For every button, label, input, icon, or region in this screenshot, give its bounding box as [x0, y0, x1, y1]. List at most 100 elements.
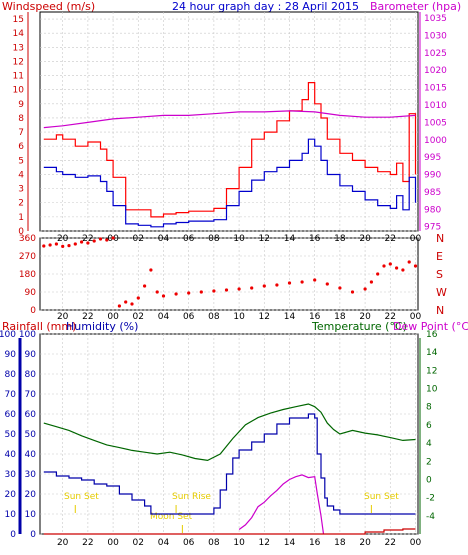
direction-tick-label: 270	[19, 252, 36, 262]
sunset-label-1: Sun Set	[64, 492, 99, 502]
humidity-tick-label: 30	[25, 470, 37, 480]
x-tick-label: 04	[158, 538, 170, 548]
wind-panel-frame	[39, 11, 419, 232]
moonset-label: Moon Set	[150, 512, 193, 522]
wind-direction-point	[161, 294, 166, 298]
x-tick-label: 04	[158, 234, 170, 244]
x-tick-label: 06	[183, 312, 195, 322]
humidity-label: Humidity (%)	[66, 320, 138, 333]
rain-tick-label: 80	[5, 370, 17, 380]
humidity-tick-label: 100	[19, 330, 36, 340]
wind-direction-point	[224, 288, 229, 292]
x-tick-label: 08	[208, 312, 220, 322]
rain-tick-label: 100	[0, 330, 16, 340]
wind-direction-point	[48, 243, 52, 247]
temperature-tick-label: 2	[426, 457, 432, 467]
x-tick-label: 02	[133, 312, 144, 322]
wind-direction-point	[105, 238, 109, 242]
x-tick-label: 04	[158, 312, 170, 322]
wind-direction-point	[363, 287, 367, 291]
wind-direction-point	[401, 268, 405, 272]
rain-tick-label: 40	[5, 450, 17, 460]
wind-direction-point	[149, 268, 153, 272]
direction-tick-label: 360	[19, 234, 36, 244]
windspeed-tick-label: 7	[18, 128, 24, 138]
x-tick-label: 06	[183, 538, 195, 548]
humidity-line	[43, 413, 416, 515]
wind-gust-line	[43, 81, 417, 218]
wind-direction-point	[369, 280, 373, 284]
humidity-tick-label: 50	[25, 430, 37, 440]
wind-direction-point	[130, 302, 134, 306]
wind-direction-point	[199, 290, 203, 294]
x-tick-label: 10	[233, 538, 245, 548]
humidity-tick-label: 80	[25, 370, 37, 380]
wind-direction-point	[287, 281, 292, 285]
x-tick-label: 00	[107, 312, 119, 322]
rain-tick-label: 50	[5, 430, 17, 440]
wind-direction-point	[250, 286, 254, 290]
wind-direction-point	[61, 244, 65, 248]
compass-label: W	[436, 286, 447, 299]
x-tick-label: 12	[259, 312, 270, 322]
wind-direction-point	[212, 289, 216, 293]
compass-label: E	[436, 250, 443, 263]
x-tick-label: 20	[359, 312, 371, 322]
rain-tick-label: 60	[5, 410, 17, 420]
windspeed-tick-label: 6	[18, 142, 24, 152]
windspeed-tick-label: 5	[18, 156, 24, 166]
wind-direction-point	[124, 300, 128, 304]
wind-direction-point	[155, 290, 159, 294]
x-tick-label: 14	[284, 538, 296, 548]
axis-labels: 2020202222220000000202020404040606060808…	[0, 14, 447, 548]
rain-tick-label: 90	[5, 350, 17, 360]
windspeed-tick-label: 8	[18, 114, 24, 124]
barometer-tick-label: 1025	[424, 49, 447, 59]
windspeed-tick-label: 13	[13, 43, 24, 53]
x-tick-label: 10	[233, 312, 245, 322]
x-tick-label: 22	[385, 234, 396, 244]
x-tick-label: 16	[309, 234, 321, 244]
windspeed-tick-label: 4	[18, 170, 24, 180]
humidity-tick-label: 70	[25, 390, 37, 400]
wind-average-line	[43, 138, 417, 228]
wind-direction-point	[111, 236, 115, 240]
temperature-label: Temperature (°C)	[311, 320, 407, 333]
wind-direction-point	[143, 284, 147, 288]
wind-direction-point	[80, 240, 84, 244]
x-tick-label: 12	[259, 538, 270, 548]
sunset-label-2: Sun Set	[364, 492, 399, 502]
wind-direction-point	[92, 239, 96, 243]
x-tick-label: 00	[410, 538, 422, 548]
temperature-tick-label: 14	[426, 348, 438, 358]
windspeed-tick-label: 10	[13, 86, 25, 96]
dewpoint-line	[238, 474, 325, 535]
temperature-tick-label: 4	[426, 439, 432, 449]
compass-label: N	[436, 304, 444, 317]
rainfall-label: Rainfall (mm)	[2, 320, 76, 333]
windspeed-tick-label: 3	[18, 185, 24, 195]
barometer-tick-label: 985	[424, 188, 441, 198]
direction-tick-label: 90	[25, 288, 37, 298]
barometer-line	[43, 110, 416, 129]
windspeed-tick-label: 0	[18, 227, 24, 237]
wind-direction-point	[338, 286, 342, 290]
x-tick-label: 00	[410, 312, 422, 322]
wind-direction-point	[117, 304, 121, 308]
x-tick-label: 22	[82, 538, 93, 548]
x-tick-label: 20	[57, 234, 69, 244]
wind-direction-point	[300, 280, 304, 284]
wind-direction-point	[42, 244, 46, 248]
x-tick-label: 20	[359, 234, 371, 244]
temperature-tick-label: -2	[426, 494, 435, 504]
rainfall-line	[43, 528, 416, 535]
x-tick-label: 20	[359, 538, 371, 548]
windspeed-tick-label: 9	[18, 100, 24, 110]
humidity-tick-label: 90	[25, 350, 37, 360]
x-tick-label: 02	[133, 538, 144, 548]
barometer-tick-label: 995	[424, 153, 441, 163]
barometer-tick-label: 1010	[424, 101, 447, 111]
